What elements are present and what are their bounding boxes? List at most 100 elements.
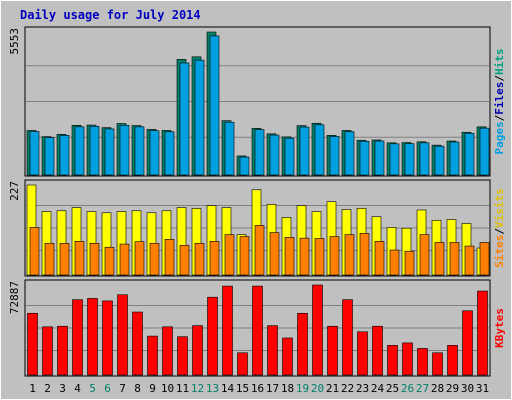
bar-kbytes-day-23 [357, 331, 368, 376]
bar-files-day-9 [149, 130, 160, 176]
bar-kbytes-day-2 [42, 326, 53, 376]
bar-sites-day-6 [104, 246, 115, 276]
x-tick-label: 22 [341, 382, 354, 395]
bar-sites-day-11 [179, 244, 190, 276]
x-tick-label: 25 [386, 382, 399, 395]
x-tick-label: 6 [104, 382, 111, 395]
bar-files-day-30 [464, 132, 475, 176]
legend-kbytes: KBytes [493, 308, 506, 348]
bar-files-day-26 [404, 143, 415, 176]
bar-files-day-24 [374, 140, 385, 176]
x-tick-label: 23 [356, 382, 369, 395]
bar-kbytes-day-26 [402, 342, 413, 376]
legend-pages: Pages [493, 121, 506, 154]
bar-files-day-23 [359, 140, 370, 176]
bar-files-day-25 [389, 143, 400, 176]
bar-sites-day-3 [59, 242, 70, 276]
bar-sites-day-4 [74, 240, 85, 276]
x-tick-label: 31 [476, 382, 489, 395]
axis-max-label: 72887 [8, 281, 21, 314]
bar-kbytes-day-11 [177, 336, 188, 376]
x-tick-label: 1 [29, 382, 36, 395]
bar-kbytes-day-21 [327, 325, 338, 376]
bar-files-day-29 [449, 141, 460, 176]
bar-kbytes-day-20 [312, 284, 323, 376]
bar-kbytes-day-31 [477, 290, 488, 376]
bar-kbytes-day-29 [447, 345, 458, 376]
x-tick-label: 30 [461, 382, 474, 395]
x-tick-label: 7 [119, 382, 126, 395]
bar-kbytes-day-22 [342, 299, 353, 376]
bar-kbytes-day-13 [207, 296, 218, 376]
bar-files-day-28 [434, 145, 445, 176]
bar-kbytes-day-28 [432, 352, 443, 376]
bar-sites-day-9 [149, 242, 160, 276]
x-tick-label: 20 [311, 382, 324, 395]
bar-files-day-22 [344, 131, 355, 176]
bar-kbytes-day-25 [387, 345, 398, 376]
bar-kbytes-day-19 [297, 312, 308, 376]
x-tick-label: 4 [74, 382, 81, 395]
bar-files-day-16 [254, 129, 265, 176]
bar-files-day-21 [329, 136, 340, 176]
bar-kbytes-day-12 [192, 325, 203, 376]
bar-sites-day-13 [209, 240, 220, 276]
panel-legend: Pages/Files/Hits [493, 49, 506, 155]
bar-sites-day-14 [224, 234, 235, 276]
x-tick-label: 28 [431, 382, 444, 395]
legend-hits: Hits [493, 49, 506, 76]
bar-sites-day-19 [299, 237, 310, 276]
bar-sites-day-15 [239, 236, 250, 276]
x-tick-label: 16 [251, 382, 264, 395]
bar-files-day-8 [134, 126, 145, 176]
x-tick-label: 10 [161, 382, 174, 395]
axis-max-label: 5553 [8, 28, 21, 55]
bar-kbytes-day-7 [117, 294, 128, 376]
bar-sites-day-10 [164, 239, 175, 276]
legend-sites: Sites [493, 235, 506, 268]
bar-files-day-5 [89, 126, 100, 176]
x-tick-label: 17 [266, 382, 279, 395]
bar-sites-day-17 [269, 232, 280, 276]
bar-sites-day-7 [119, 243, 130, 276]
bar-sites-day-18 [284, 237, 295, 276]
bar-sites-day-8 [134, 241, 145, 276]
x-tick-label: 8 [134, 382, 141, 395]
bar-files-day-1 [29, 131, 40, 176]
bar-files-day-2 [44, 137, 55, 176]
bar-sites-day-5 [89, 242, 100, 276]
bar-files-day-12 [194, 59, 205, 176]
bar-files-day-19 [299, 126, 310, 176]
bar-files-day-15 [239, 156, 250, 176]
bar-sites-day-2 [44, 242, 55, 276]
bar-sites-day-12 [194, 242, 205, 276]
x-tick-label: 12 [191, 382, 204, 395]
bar-kbytes-day-1 [27, 312, 38, 376]
bar-files-day-20 [314, 124, 325, 176]
x-tick-label: 5 [89, 382, 96, 395]
bar-sites-day-31 [479, 242, 490, 276]
bar-kbytes-day-30 [462, 310, 473, 376]
bar-sites-day-16 [254, 225, 265, 276]
bar-kbytes-day-8 [132, 311, 143, 376]
bar-sites-day-23 [359, 233, 370, 276]
x-tick-label: 29 [446, 382, 459, 395]
x-tick-label: 13 [206, 382, 219, 395]
bar-kbytes-day-4 [72, 299, 83, 376]
bar-sites-day-24 [374, 240, 385, 276]
bar-sites-day-22 [344, 234, 355, 276]
x-tick-label: 2 [44, 382, 51, 395]
bar-files-day-17 [269, 134, 280, 176]
bar-kbytes-day-18 [282, 337, 293, 376]
bar-files-day-10 [164, 131, 175, 176]
x-tick-label: 27 [416, 382, 429, 395]
x-tick-label: 19 [296, 382, 309, 395]
panel-visits-sites: 227 Sites/Visits [8, 179, 506, 277]
bar-kbytes-day-3 [57, 325, 68, 376]
bar-sites-day-26 [404, 250, 415, 276]
x-tick-label: 3 [59, 382, 66, 395]
bar-files-day-11 [179, 62, 190, 176]
